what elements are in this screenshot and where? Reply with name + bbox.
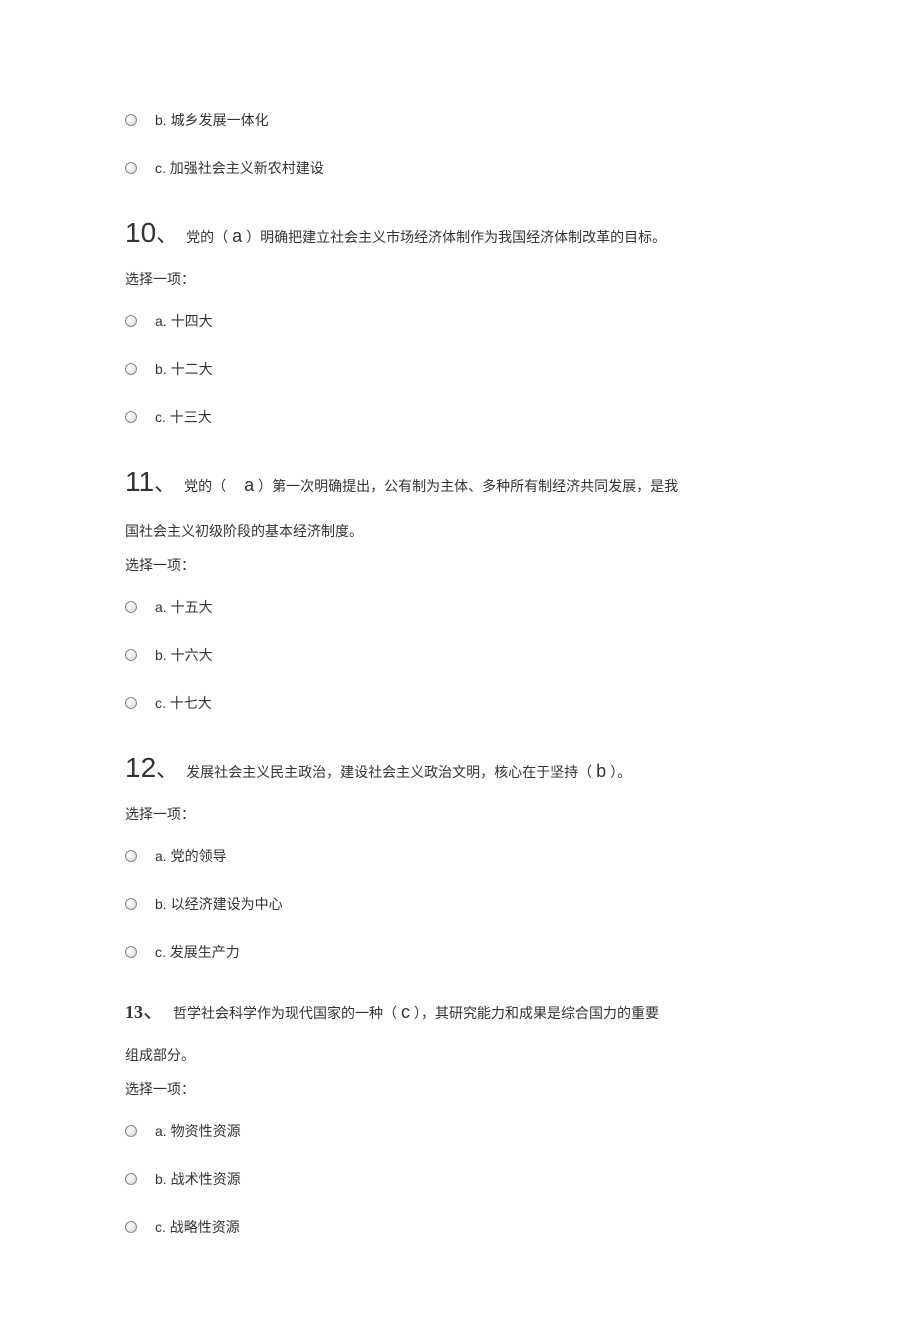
question-header: 10、党的（a）明确把建立社会主义市场经济体制作为我国经济体制改革的目标。 [125,206,795,259]
radio-icon[interactable] [125,363,137,375]
question-text-post: ）。 [610,759,631,786]
option-label: c. 十三大 [155,407,212,427]
radio-icon[interactable] [125,411,137,423]
option-row[interactable]: b. 十六大 [125,645,795,665]
question-text-pre: 发展社会主义民主政治，建设社会主义政治文明，核心在于坚持（ [186,759,592,786]
option-label: a. 物资性资源 [155,1121,241,1141]
option-label: b. 战术性资源 [155,1169,241,1189]
option-row[interactable]: c. 发展生产力 [125,942,795,962]
question-text-post: ）明确把建立社会主义市场经济体制作为我国经济体制改革的目标。 [246,224,666,251]
question-text-continuation: 国社会主义初级阶段的基本经济制度。 [125,518,795,545]
option-label: b. 以经济建设为中心 [155,894,283,914]
option-label: b. 十六大 [155,645,213,665]
question-answer: a [228,219,246,253]
option-row[interactable]: b. 以经济建设为中心 [125,894,795,914]
option-label: a. 党的领导 [155,846,227,866]
option-label: a. 十五大 [155,597,213,617]
option-label: c. 十七大 [155,693,212,713]
option-row[interactable]: a. 十五大 [125,597,795,617]
question-block: 13、哲学社会科学作为现代国家的一种（c），其研究能力和成果是综合国力的重要组成… [125,990,795,1236]
select-prompt: 选择一项： [125,555,795,575]
option-row[interactable]: c. 十七大 [125,693,795,713]
option-row[interactable]: a. 物资性资源 [125,1121,795,1141]
option-row[interactable]: b. 城乡发展一体化 [125,110,795,130]
question-text-pre: 党的（ [184,473,240,500]
question-number-suffix: 、 [156,214,178,256]
radio-icon[interactable] [125,649,137,661]
radio-icon[interactable] [125,946,137,958]
question-block: 12、发展社会主义民主政治，建设社会主义政治文明，核心在于坚持（b）。选择一项：… [125,741,795,962]
question-header: 11、党的（ a）第一次明确提出，公有制为主体、多种所有制经济共同发展，是我 [125,455,795,508]
option-row[interactable]: b. 战术性资源 [125,1169,795,1189]
radio-icon[interactable] [125,315,137,327]
radio-icon[interactable] [125,114,137,126]
option-label: c. 加强社会主义新农村建设 [155,158,324,178]
radio-icon[interactable] [125,1125,137,1137]
option-row[interactable]: a. 十四大 [125,311,795,331]
question-header: 13、哲学社会科学作为现代国家的一种（c），其研究能力和成果是综合国力的重要 [125,990,795,1032]
question-answer: a [240,468,258,502]
option-label: c. 战略性资源 [155,1217,240,1237]
question-text-pre: 哲学社会科学作为现代国家的一种（ [173,1000,397,1027]
question-number-suffix: 、 [156,749,178,791]
select-prompt: 选择一项： [125,1079,795,1099]
question-text-continuation: 组成部分。 [125,1042,795,1069]
question-answer: b [592,754,610,788]
question-number: 11 [125,455,154,508]
option-row[interactable]: c. 加强社会主义新农村建设 [125,158,795,178]
question-header: 12、发展社会主义民主政治，建设社会主义政治文明，核心在于坚持（b）。 [125,741,795,794]
option-label: b. 城乡发展一体化 [155,110,269,130]
option-row[interactable]: c. 十三大 [125,407,795,427]
option-label: c. 发展生产力 [155,942,240,962]
radio-icon[interactable] [125,601,137,613]
select-prompt: 选择一项： [125,269,795,289]
question-number: 10 [125,206,156,259]
option-label: a. 十四大 [155,311,213,331]
question-number: 12 [125,741,156,794]
question-text-post: ）第一次明确提出，公有制为主体、多种所有制经济共同发展，是我 [258,473,678,500]
select-prompt: 选择一项： [125,804,795,824]
option-row[interactable]: b. 十二大 [125,359,795,379]
radio-icon[interactable] [125,850,137,862]
question-number-suffix: 、 [154,463,176,505]
question-answer: c [397,995,414,1029]
option-row[interactable]: c. 战略性资源 [125,1217,795,1237]
question-text-post: ），其研究能力和成果是综合国力的重要 [414,1000,659,1027]
question-number-suffix: 、 [143,990,165,1032]
option-row[interactable]: a. 党的领导 [125,846,795,866]
option-label: b. 十二大 [155,359,213,379]
radio-icon[interactable] [125,162,137,174]
radio-icon[interactable] [125,898,137,910]
radio-icon[interactable] [125,697,137,709]
question-text-pre: 党的（ [186,224,228,251]
question-block: 10、党的（a）明确把建立社会主义市场经济体制作为我国经济体制改革的目标。选择一… [125,206,795,427]
question-block: 11、党的（ a）第一次明确提出，公有制为主体、多种所有制经济共同发展，是我国社… [125,455,795,713]
radio-icon[interactable] [125,1173,137,1185]
radio-icon[interactable] [125,1221,137,1233]
question-number: 13 [125,995,143,1029]
